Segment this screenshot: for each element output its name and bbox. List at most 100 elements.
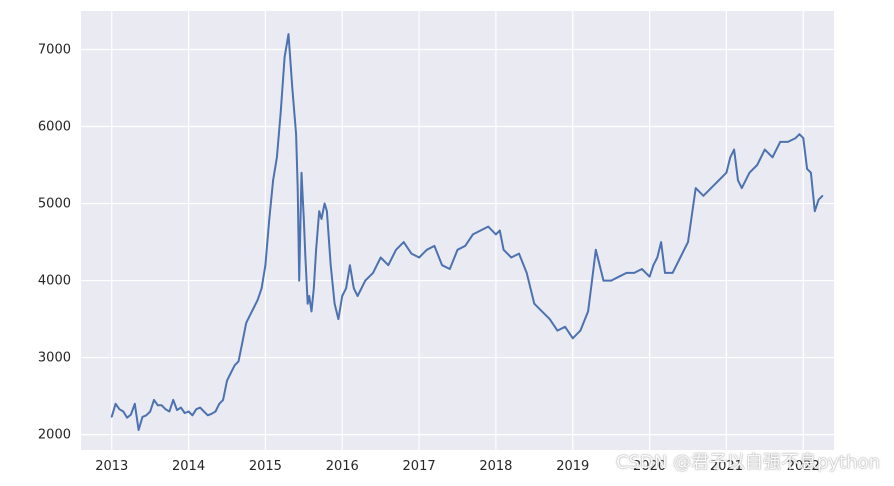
data-point bbox=[353, 287, 355, 290]
watermark-text: CSDN @君子以自强不息python bbox=[615, 452, 880, 473]
data-point bbox=[449, 268, 451, 270]
data-point bbox=[160, 404, 163, 407]
series-group bbox=[110, 33, 824, 431]
data-point bbox=[402, 241, 405, 243]
data-point bbox=[315, 249, 317, 251]
data-point bbox=[564, 326, 566, 328]
data-point bbox=[191, 414, 194, 417]
y-tick-label: 2000 bbox=[38, 428, 71, 443]
data-point bbox=[487, 225, 490, 228]
data-point bbox=[268, 218, 271, 220]
data-point bbox=[210, 413, 213, 415]
data-point bbox=[207, 414, 209, 417]
x-tick-label: 2021 bbox=[710, 459, 743, 474]
data-point bbox=[372, 272, 374, 274]
data-point bbox=[337, 318, 340, 320]
data-point bbox=[260, 287, 263, 290]
data-point bbox=[741, 187, 743, 189]
y-tick-label: 7000 bbox=[38, 43, 71, 58]
data-point bbox=[345, 287, 347, 290]
data-point bbox=[737, 179, 739, 182]
data-point bbox=[149, 410, 151, 413]
data-point bbox=[249, 314, 251, 317]
data-point bbox=[295, 133, 297, 135]
data-point bbox=[602, 279, 605, 282]
data-point bbox=[122, 410, 125, 413]
data-point bbox=[779, 141, 781, 143]
data-point bbox=[702, 195, 705, 197]
data-point bbox=[245, 322, 247, 324]
data-point bbox=[341, 295, 344, 297]
data-point bbox=[237, 360, 240, 363]
data-point bbox=[172, 399, 174, 401]
data-point bbox=[441, 264, 443, 267]
data-point bbox=[199, 406, 201, 409]
data-point bbox=[725, 171, 728, 174]
data-point bbox=[764, 148, 766, 151]
data-point bbox=[464, 245, 467, 247]
x-tick-label: 2017 bbox=[403, 459, 436, 474]
data-point bbox=[748, 171, 751, 174]
data-point bbox=[226, 379, 228, 382]
data-point bbox=[591, 279, 593, 282]
data-point bbox=[664, 272, 666, 274]
data-point bbox=[145, 414, 148, 417]
data-point bbox=[310, 310, 313, 313]
data-point bbox=[787, 141, 789, 143]
data-point bbox=[652, 264, 655, 267]
data-point bbox=[180, 406, 182, 409]
x-tick-label: 2020 bbox=[633, 459, 666, 474]
data-point bbox=[633, 272, 635, 274]
data-point bbox=[671, 272, 674, 274]
data-point bbox=[821, 195, 824, 197]
data-point bbox=[733, 148, 735, 151]
y-tick-label: 5000 bbox=[38, 197, 71, 212]
data-point bbox=[304, 256, 307, 259]
data-point bbox=[625, 272, 628, 274]
data-point bbox=[222, 399, 224, 401]
data-point bbox=[814, 210, 816, 212]
data-point bbox=[810, 171, 812, 174]
data-point bbox=[502, 249, 505, 251]
data-point bbox=[410, 252, 413, 255]
x-tick-label: 2015 bbox=[249, 459, 282, 474]
data-point bbox=[287, 33, 290, 35]
data-point bbox=[710, 187, 712, 189]
data-point bbox=[595, 249, 597, 251]
data-point bbox=[794, 137, 797, 139]
data-point bbox=[298, 279, 301, 282]
data-point bbox=[134, 403, 136, 405]
data-point bbox=[114, 403, 117, 405]
x-tick-label: 2014 bbox=[172, 459, 205, 474]
data-point bbox=[660, 241, 662, 243]
data-point bbox=[233, 364, 236, 367]
data-point bbox=[110, 416, 113, 418]
data-point bbox=[164, 408, 167, 411]
data-point bbox=[183, 412, 186, 414]
data-point bbox=[241, 341, 244, 344]
data-point bbox=[456, 249, 459, 251]
x-tick-label: 2013 bbox=[95, 459, 128, 474]
data-point bbox=[379, 256, 382, 259]
x-tick-label: 2018 bbox=[479, 459, 512, 474]
data-point bbox=[313, 287, 315, 290]
x-tick-label: 2022 bbox=[787, 459, 820, 474]
data-point bbox=[349, 264, 351, 267]
data-point bbox=[418, 256, 420, 259]
data-point bbox=[118, 408, 121, 411]
data-point bbox=[326, 210, 328, 212]
data-point bbox=[756, 164, 758, 166]
data-point bbox=[525, 272, 528, 274]
data-point bbox=[333, 302, 336, 305]
data-point bbox=[283, 56, 286, 58]
y-tick-label: 4000 bbox=[38, 274, 71, 289]
data-point bbox=[130, 413, 132, 416]
data-point bbox=[641, 268, 643, 270]
data-point bbox=[276, 156, 278, 159]
data-point bbox=[137, 429, 140, 431]
data-point bbox=[572, 337, 574, 340]
data-point bbox=[318, 210, 321, 212]
data-point bbox=[126, 416, 128, 419]
grid-lines bbox=[81, 11, 834, 450]
data-point bbox=[329, 264, 332, 267]
